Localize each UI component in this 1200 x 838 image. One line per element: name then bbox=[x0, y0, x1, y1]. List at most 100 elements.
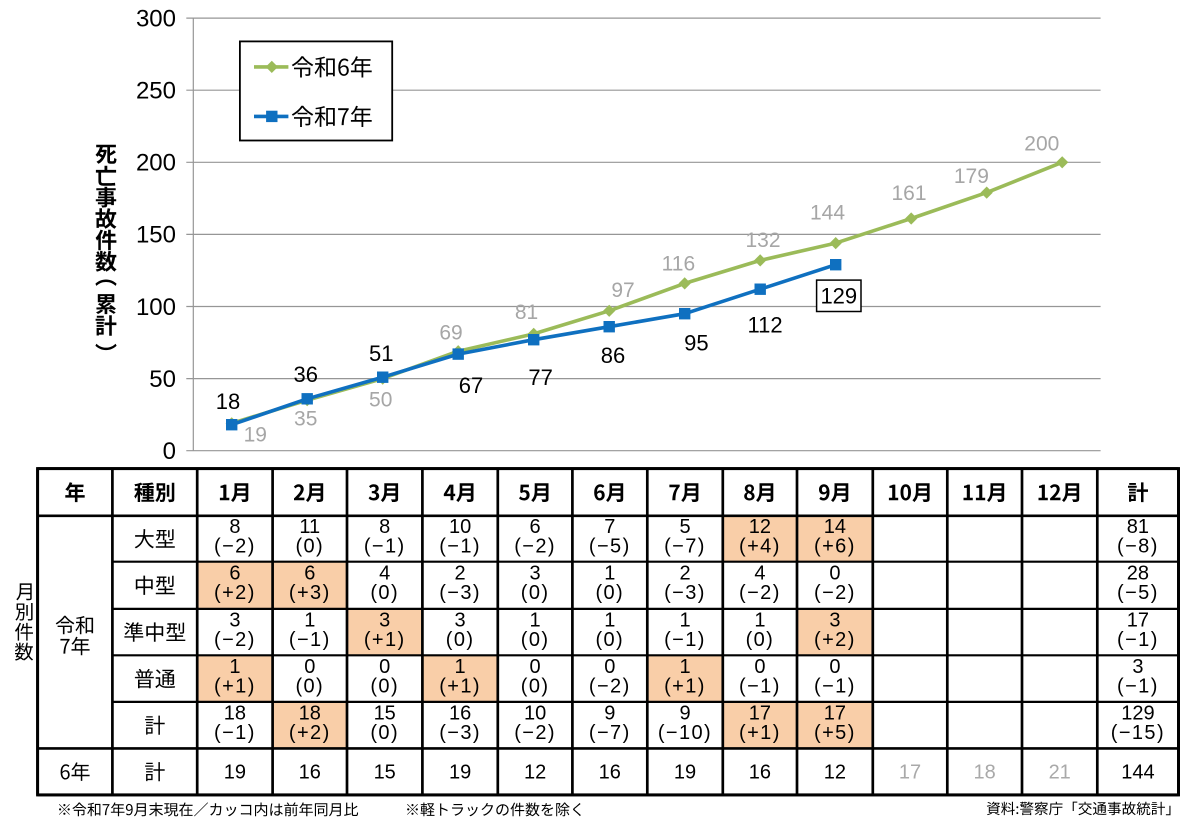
svg-text:3: 3 bbox=[379, 609, 390, 631]
svg-text:17: 17 bbox=[749, 702, 771, 724]
svg-text:3: 3 bbox=[829, 609, 840, 631]
svg-text:77: 77 bbox=[528, 365, 552, 390]
svg-text:(+1): (+1) bbox=[739, 722, 781, 744]
svg-text:(0): (0) bbox=[746, 629, 775, 651]
svg-text:81: 81 bbox=[1127, 516, 1149, 538]
svg-text:17: 17 bbox=[824, 702, 846, 724]
svg-text:3: 3 bbox=[530, 563, 541, 585]
svg-text:17: 17 bbox=[1127, 609, 1149, 631]
svg-text:(0): (0) bbox=[521, 582, 550, 604]
svg-text:12: 12 bbox=[524, 762, 546, 784]
svg-text:28: 28 bbox=[1127, 563, 1149, 585]
svg-text:(−1): (−1) bbox=[1117, 675, 1159, 697]
svg-text:(0): (0) bbox=[446, 629, 475, 651]
svg-text:(−5): (−5) bbox=[589, 535, 631, 557]
svg-text:(−1): (−1) bbox=[664, 629, 706, 651]
svg-text:1: 1 bbox=[679, 609, 690, 631]
svg-text:6: 6 bbox=[530, 516, 541, 538]
svg-text:16: 16 bbox=[449, 702, 471, 724]
svg-text:0: 0 bbox=[530, 656, 541, 678]
svg-text:(−1): (−1) bbox=[289, 629, 331, 651]
svg-text:(−1): (−1) bbox=[814, 675, 856, 697]
svg-text:14: 14 bbox=[824, 516, 846, 538]
svg-text:0: 0 bbox=[829, 563, 840, 585]
svg-text:6: 6 bbox=[304, 563, 315, 585]
svg-text:18: 18 bbox=[216, 389, 240, 414]
svg-text:50: 50 bbox=[369, 389, 392, 412]
svg-text:(+1): (+1) bbox=[364, 629, 406, 651]
svg-text:50: 50 bbox=[149, 366, 176, 393]
svg-text:(+6): (+6) bbox=[814, 535, 856, 557]
svg-text:300: 300 bbox=[136, 5, 176, 32]
svg-text:(+2): (+2) bbox=[214, 582, 256, 604]
svg-text:2: 2 bbox=[455, 563, 466, 585]
svg-text:(−3): (−3) bbox=[439, 582, 481, 604]
svg-text:(0): (0) bbox=[595, 629, 624, 651]
svg-text:1: 1 bbox=[604, 609, 615, 631]
svg-text:19: 19 bbox=[244, 424, 267, 447]
svg-text:(−1): (−1) bbox=[739, 675, 781, 697]
svg-text:144: 144 bbox=[810, 202, 845, 225]
svg-text:250: 250 bbox=[136, 78, 176, 105]
svg-text:10: 10 bbox=[449, 516, 471, 538]
svg-text:3: 3 bbox=[229, 609, 240, 631]
svg-text:15: 15 bbox=[374, 762, 396, 784]
svg-text:18: 18 bbox=[299, 702, 321, 724]
svg-text:161: 161 bbox=[891, 182, 926, 205]
svg-text:129: 129 bbox=[1121, 702, 1154, 724]
svg-text:67: 67 bbox=[459, 373, 483, 398]
svg-text:(−5): (−5) bbox=[1117, 582, 1159, 604]
svg-text:(−2): (−2) bbox=[514, 722, 556, 744]
svg-text:(0): (0) bbox=[295, 675, 324, 697]
svg-text:0: 0 bbox=[829, 656, 840, 678]
svg-text:0: 0 bbox=[379, 656, 390, 678]
svg-text:(0): (0) bbox=[370, 675, 399, 697]
svg-text:97: 97 bbox=[611, 279, 634, 302]
svg-text:(−1): (−1) bbox=[214, 722, 256, 744]
svg-text:35: 35 bbox=[294, 408, 317, 431]
svg-text:19: 19 bbox=[449, 762, 471, 784]
svg-text:112: 112 bbox=[748, 313, 783, 338]
svg-text:18: 18 bbox=[224, 702, 246, 724]
svg-text:3: 3 bbox=[455, 609, 466, 631]
svg-text:(0): (0) bbox=[370, 722, 399, 744]
svg-text:1: 1 bbox=[679, 656, 690, 678]
svg-text:(−3): (−3) bbox=[439, 722, 481, 744]
svg-text:18: 18 bbox=[973, 762, 995, 784]
svg-text:(0): (0) bbox=[370, 582, 399, 604]
svg-text:100: 100 bbox=[136, 294, 176, 321]
svg-text:1: 1 bbox=[604, 563, 615, 585]
svg-text:10: 10 bbox=[524, 702, 546, 724]
svg-text:16: 16 bbox=[749, 762, 771, 784]
svg-text:144: 144 bbox=[1121, 762, 1154, 784]
svg-text:3: 3 bbox=[1132, 656, 1143, 678]
svg-text:0: 0 bbox=[754, 656, 765, 678]
svg-text:132: 132 bbox=[745, 229, 780, 252]
svg-text:7: 7 bbox=[604, 516, 615, 538]
svg-text:9: 9 bbox=[604, 702, 615, 724]
svg-text:(+3): (+3) bbox=[289, 582, 331, 604]
svg-text:8: 8 bbox=[229, 516, 240, 538]
svg-text:(0): (0) bbox=[521, 675, 550, 697]
svg-text:(+1): (+1) bbox=[439, 675, 481, 697]
svg-text:(−7): (−7) bbox=[664, 535, 706, 557]
svg-text:1: 1 bbox=[455, 656, 466, 678]
svg-text:150: 150 bbox=[136, 222, 176, 249]
svg-text:(+1): (+1) bbox=[664, 675, 706, 697]
svg-text:(0): (0) bbox=[595, 582, 624, 604]
svg-text:(0): (0) bbox=[521, 629, 550, 651]
svg-text:11: 11 bbox=[299, 516, 320, 538]
svg-text:(−2): (−2) bbox=[214, 535, 256, 557]
svg-text:9: 9 bbox=[679, 702, 690, 724]
svg-text:0: 0 bbox=[304, 656, 315, 678]
svg-text:(−2): (−2) bbox=[739, 582, 781, 604]
svg-text:(+4): (+4) bbox=[739, 535, 781, 557]
svg-text:(−1): (−1) bbox=[1117, 629, 1159, 651]
svg-text:69: 69 bbox=[439, 322, 462, 345]
svg-text:17: 17 bbox=[899, 762, 921, 784]
svg-text:95: 95 bbox=[684, 331, 708, 356]
svg-text:16: 16 bbox=[299, 762, 321, 784]
svg-text:(−8): (−8) bbox=[1117, 535, 1159, 557]
svg-text:1: 1 bbox=[530, 609, 541, 631]
svg-text:200: 200 bbox=[136, 150, 176, 177]
